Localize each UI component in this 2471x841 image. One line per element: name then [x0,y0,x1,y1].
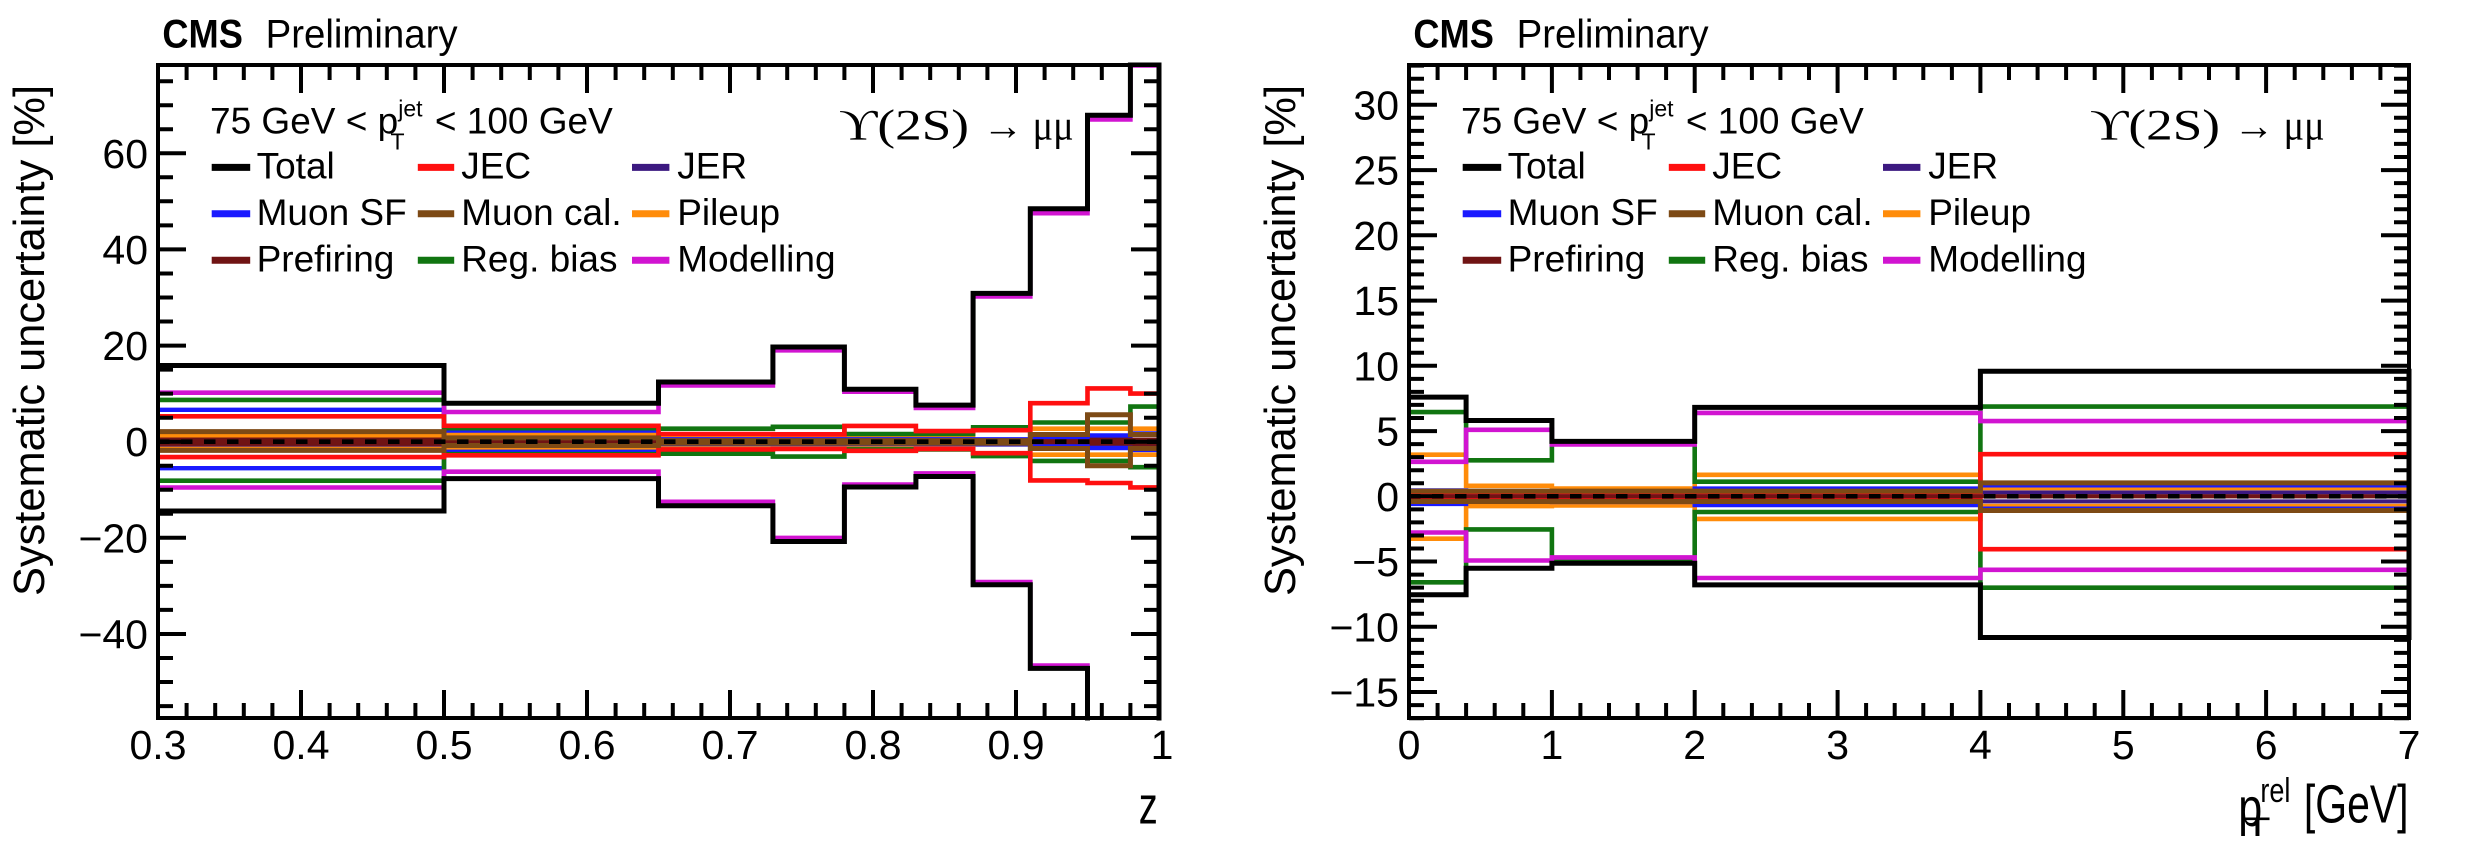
svg-text:p: p [2238,778,2262,836]
svg-text:0.3: 0.3 [130,722,187,768]
svg-text:rel: rel [2260,772,2290,810]
svg-text:μμ: μμ [1033,103,1074,150]
svg-text:1: 1 [1540,722,1563,768]
svg-text:JER: JER [677,146,747,187]
svg-text:Muon cal.: Muon cal. [1712,192,1872,233]
svg-text:60: 60 [102,131,148,177]
svg-text:25: 25 [1353,148,1399,194]
svg-text:[GeV]: [GeV] [2304,775,2409,835]
svg-text:0.4: 0.4 [273,722,330,768]
svg-text:10: 10 [1353,343,1399,389]
svg-text:Modelling: Modelling [1928,239,2086,280]
svg-text:ϒ(2S): ϒ(2S) [839,103,969,150]
svg-text:Muon SF: Muon SF [257,192,407,233]
svg-text:0: 0 [125,419,148,465]
svg-text:0.5: 0.5 [416,722,473,768]
svg-text:0.8: 0.8 [845,722,902,768]
svg-text:→: → [2233,103,2274,149]
svg-text:Total: Total [1508,146,1586,187]
svg-text:15: 15 [1353,278,1399,324]
svg-text:Systematic uncertainty [%]: Systematic uncertainty [%] [1256,85,1305,596]
svg-text:30: 30 [1353,82,1399,128]
svg-text:7: 7 [2398,722,2421,768]
svg-text:Modelling: Modelling [677,239,835,280]
svg-text:4: 4 [1969,722,1992,768]
svg-text:Preliminary: Preliminary [266,13,458,57]
svg-text:−10: −10 [1329,604,1399,650]
svg-text:−20: −20 [78,515,148,561]
svg-text:Muon SF: Muon SF [1508,192,1658,233]
svg-text:−40: −40 [78,612,148,658]
svg-text:z: z [1139,776,1158,835]
svg-text:20: 20 [102,323,148,369]
svg-text:JEC: JEC [461,146,531,187]
svg-text:20: 20 [1353,213,1399,259]
svg-text:6: 6 [2255,722,2278,768]
svg-text:CMS: CMS [1413,13,1494,57]
svg-text:→: → [982,103,1023,149]
svg-text:3: 3 [1826,722,1849,768]
svg-text:CMS: CMS [162,13,243,57]
svg-text:1: 1 [1151,722,1174,768]
svg-text:Pileup: Pileup [677,192,780,233]
svg-text:2: 2 [1683,722,1706,768]
svg-text:JER: JER [1928,146,1998,187]
svg-text:0: 0 [1376,474,1399,520]
svg-text:Systematic uncertainty [%]: Systematic uncertainty [%] [5,85,54,596]
svg-text:μμ: μμ [2284,103,2325,150]
svg-text:40: 40 [102,227,148,273]
svg-text:Prefiring: Prefiring [257,239,395,280]
svg-text:Muon cal.: Muon cal. [461,192,621,233]
svg-text:JEC: JEC [1712,146,1782,187]
svg-text:Total: Total [257,146,335,187]
svg-text:Reg. bias: Reg. bias [461,239,617,280]
svg-text:Reg. bias: Reg. bias [1712,239,1868,280]
svg-text:−5: −5 [1352,539,1399,585]
svg-text:0.7: 0.7 [702,722,759,768]
svg-text:Pileup: Pileup [1928,192,2031,233]
svg-text:0: 0 [1398,722,1421,768]
svg-text:Preliminary: Preliminary [1517,13,1709,57]
svg-text:5: 5 [2112,722,2135,768]
svg-text:Prefiring: Prefiring [1508,239,1646,280]
svg-text:T: T [2245,811,2271,836]
svg-text:−15: −15 [1329,670,1399,716]
svg-text:ϒ(2S): ϒ(2S) [2090,103,2220,150]
svg-text:0.6: 0.6 [559,722,616,768]
svg-text:0.9: 0.9 [988,722,1045,768]
svg-text:5: 5 [1376,409,1399,455]
